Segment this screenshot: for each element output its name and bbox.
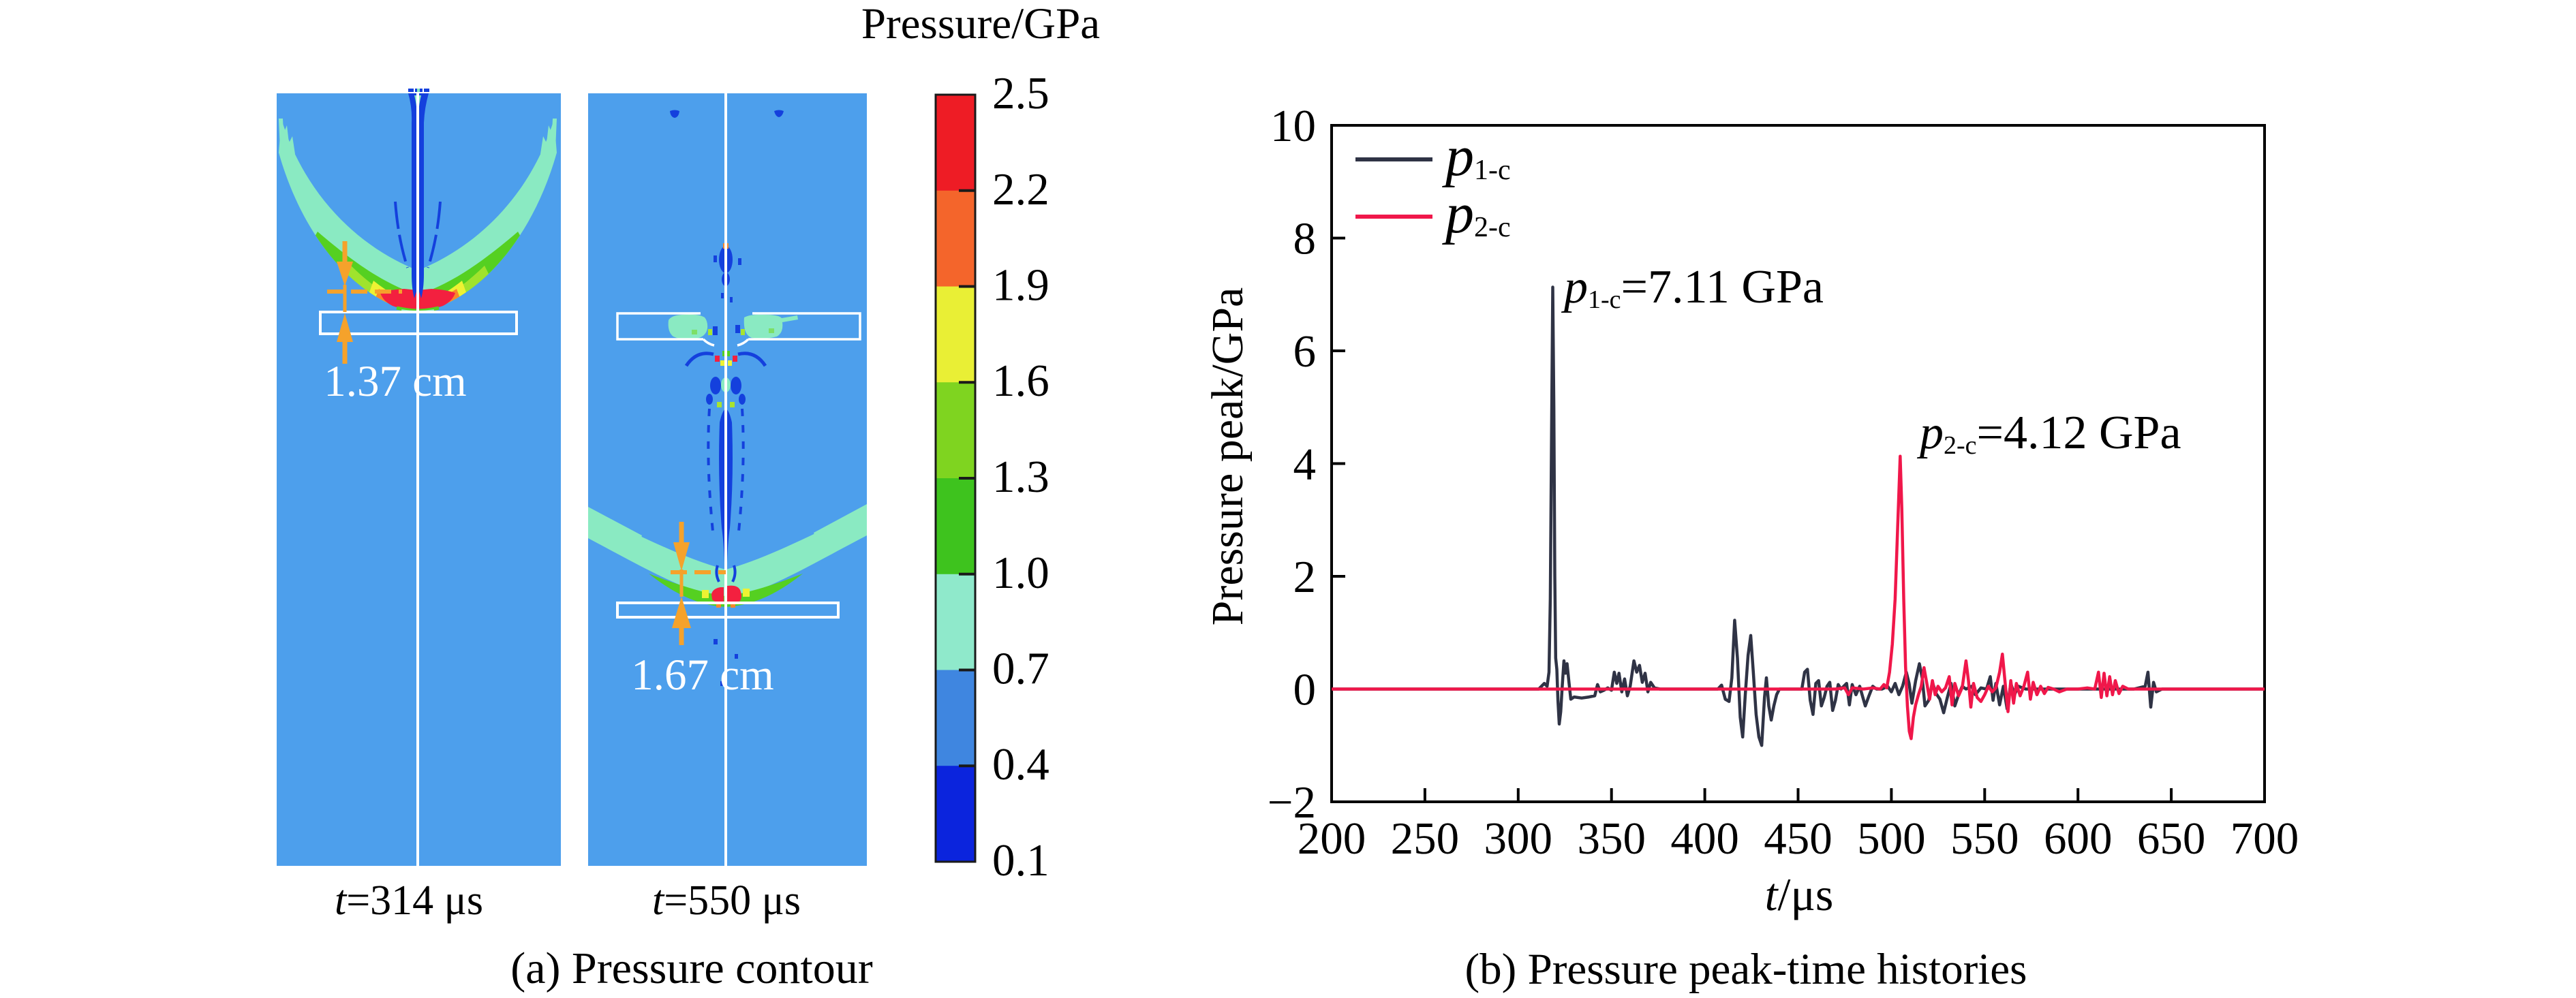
- svg-text:0: 0: [1293, 665, 1317, 715]
- svg-text:250: 250: [1391, 813, 1460, 864]
- svg-text:−2: −2: [1268, 777, 1316, 828]
- svg-text:2.5: 2.5: [992, 68, 1049, 119]
- svg-text:1.67 cm: 1.67 cm: [631, 651, 773, 700]
- svg-text:200: 200: [1298, 813, 1366, 864]
- svg-text:Pressure/GPa: Pressure/GPa: [861, 0, 1100, 48]
- svg-text:300: 300: [1484, 813, 1553, 864]
- svg-text:0.1: 0.1: [992, 835, 1049, 886]
- svg-text:(b) Pressure peak-time histori: (b) Pressure peak-time histories: [1465, 945, 2027, 994]
- svg-text:1.37 cm: 1.37 cm: [324, 357, 466, 406]
- svg-text:(a) Pressure contour: (a) Pressure contour: [510, 944, 873, 993]
- svg-text:t=314 μs: t=314 μs: [335, 877, 483, 924]
- svg-text:t=550 μs: t=550 μs: [652, 877, 801, 924]
- svg-text:650: 650: [2137, 813, 2206, 864]
- svg-text:600: 600: [2044, 813, 2113, 864]
- svg-text:350: 350: [1577, 813, 1646, 864]
- svg-text:4: 4: [1293, 439, 1317, 490]
- svg-text:1.3: 1.3: [992, 452, 1049, 502]
- svg-text:400: 400: [1670, 813, 1739, 864]
- svg-text:2: 2: [1293, 552, 1317, 602]
- svg-text:p1-c=7.11 GPa: p1-c=7.11 GPa: [1561, 261, 1824, 314]
- svg-text:10: 10: [1270, 101, 1316, 151]
- svg-text:450: 450: [1764, 813, 1833, 864]
- svg-text:p2-c=4.12 GPa: p2-c=4.12 GPa: [1916, 407, 2181, 460]
- svg-text:550: 550: [1950, 813, 2019, 864]
- svg-text:t/μs: t/μs: [1765, 869, 1834, 920]
- svg-text:0.7: 0.7: [992, 644, 1049, 694]
- svg-text:2.2: 2.2: [992, 164, 1049, 215]
- svg-text:1.9: 1.9: [992, 260, 1049, 311]
- svg-text:700: 700: [2230, 813, 2299, 864]
- svg-text:Pressure peak/GPa: Pressure peak/GPa: [1203, 287, 1253, 626]
- svg-text:6: 6: [1293, 326, 1317, 377]
- svg-text:500: 500: [1857, 813, 1926, 864]
- svg-text:0.4: 0.4: [992, 739, 1049, 790]
- svg-text:1.0: 1.0: [992, 548, 1049, 598]
- svg-text:1.6: 1.6: [992, 356, 1049, 406]
- svg-text:8: 8: [1293, 214, 1317, 264]
